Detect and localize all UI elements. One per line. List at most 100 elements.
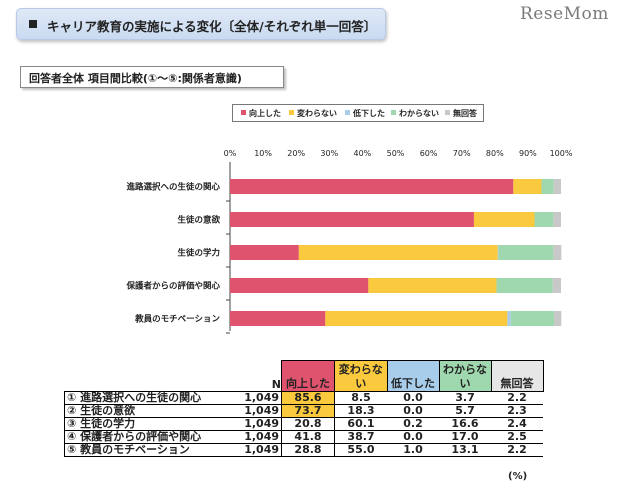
row-value: 8.5 xyxy=(334,391,387,405)
row-n: 1,049 xyxy=(237,430,282,444)
square-bullet-icon xyxy=(29,20,37,28)
row-value: 2.5 xyxy=(491,430,543,444)
site-logo: ReseMom xyxy=(520,4,609,24)
category-label: 進路選択への生徒の関心 xyxy=(126,182,220,193)
legend-swatch-same xyxy=(289,110,294,115)
category-label: 生徒の意欲 xyxy=(177,215,220,226)
table-header-unknown: わからない xyxy=(438,360,492,392)
table-row: ③ 生徒の学力 1,049 20.8 60.1 0.2 16.6 2.4 xyxy=(64,417,543,431)
row-value: 38.7 xyxy=(334,430,387,444)
x-tick-label: 90% xyxy=(519,149,537,158)
legend-item-noanswer: 無回答 xyxy=(445,108,477,119)
row-value: 17.0 xyxy=(439,430,491,444)
x-tick-label: 40% xyxy=(354,149,372,158)
row-label: ② 生徒の意欲 xyxy=(64,404,237,418)
row-n: 1,049 xyxy=(237,404,282,418)
row-value: 0.2 xyxy=(387,417,439,431)
bar-segment-up xyxy=(230,179,514,194)
row-value: 13.1 xyxy=(439,443,491,457)
row-value: 3.7 xyxy=(439,391,491,405)
row-value: 0.0 xyxy=(387,430,439,444)
title-banner: キャリア教育の実施による変化〔全体/それぞれ単一回答〕 xyxy=(16,8,386,40)
table-header-row: N 向上した 変わらない 低下した わからない 無回答 xyxy=(65,360,544,392)
table-header-same: 変わらない xyxy=(334,360,388,392)
legend-item-down: 低下した xyxy=(345,108,385,119)
bar-segment-noanswer xyxy=(553,245,562,260)
x-tick-label: 70% xyxy=(453,149,471,158)
table-header-blank xyxy=(65,361,238,392)
table-row: ⑤ 教員のモチベーション 1,049 28.8 55.0 1.0 13.1 2.2 xyxy=(64,443,543,457)
table-row: ④ 保護者からの評価や関心 1,049 41.8 38.7 0.0 17.0 2.5 xyxy=(64,430,543,444)
bar-segment-noanswer xyxy=(552,278,561,293)
legend-swatch-unknown xyxy=(391,110,396,115)
bar-segment-up xyxy=(230,212,474,227)
row-label: ③ 生徒の学力 xyxy=(64,417,237,431)
row-value: 1.0 xyxy=(387,443,439,457)
x-tick-label: 20% xyxy=(287,149,305,158)
row-value: 2.2 xyxy=(491,391,543,405)
row-value: 0.0 xyxy=(387,391,439,405)
x-tick-label: 30% xyxy=(320,149,338,158)
table-header-noanswer: 無回答 xyxy=(490,360,544,392)
bar-segment-down xyxy=(507,311,511,326)
row-value: 18.3 xyxy=(334,404,387,418)
row-value: 73.7 xyxy=(281,404,335,418)
legend-label-down: 低下した xyxy=(353,109,385,118)
legend-label-unknown: わからない xyxy=(399,109,439,118)
row-label: ⑤ 教員のモチベーション xyxy=(64,443,237,457)
bar-segment-up xyxy=(230,278,369,293)
legend-swatch-up xyxy=(241,110,246,115)
category-label: 保護者からの評価や関心 xyxy=(125,281,220,292)
bar-segment-unknown xyxy=(510,311,555,326)
row-n: 1,049 xyxy=(237,417,282,431)
row-value: 85.6 xyxy=(281,391,335,405)
bar-segment-unknown xyxy=(496,278,553,293)
table-header-down: 低下した xyxy=(386,360,440,392)
row-value: 28.8 xyxy=(281,443,335,457)
unit-label: (%) xyxy=(508,471,528,482)
x-tick-label: 10% xyxy=(254,149,272,158)
row-value: 2.4 xyxy=(491,417,543,431)
subtitle: 回答者全体 項目間比較(①～⑤:関係者意識) xyxy=(29,72,242,85)
bar-segment-up xyxy=(230,311,326,326)
bar-segment-unknown xyxy=(534,212,554,227)
bar-segment-same xyxy=(298,245,498,260)
bar-segment-up xyxy=(230,245,299,260)
row-n: 1,049 xyxy=(237,391,282,405)
legend-swatch-noanswer xyxy=(445,110,450,115)
legend-swatch-down xyxy=(345,110,350,115)
bar-segment-down xyxy=(497,245,499,260)
legend-label-noanswer: 無回答 xyxy=(453,109,477,118)
legend-item-same: 変わらない xyxy=(289,108,337,119)
data-table: N 向上した 変わらない 低下した わからない 無回答 ① 進路選択への生徒の関… xyxy=(64,360,544,457)
subtitle-box: 回答者全体 項目間比較(①～⑤:関係者意識) xyxy=(20,66,284,88)
banner-title: キャリア教育の実施による変化〔全体/それぞれ単一回答〕 xyxy=(47,19,377,34)
row-label: ① 進路選択への生徒の関心 xyxy=(64,391,237,405)
table-row: ① 進路選択への生徒の関心 1,049 85.6 8.5 0.0 3.7 2.2 xyxy=(64,391,543,405)
row-value: 2.2 xyxy=(491,443,543,457)
legend-item-unknown: わからない xyxy=(391,108,439,119)
row-value: 5.7 xyxy=(439,404,491,418)
row-value: 0.0 xyxy=(387,404,439,418)
bar-segment-same xyxy=(325,311,508,326)
row-value: 55.0 xyxy=(334,443,387,457)
bar-segment-unknown xyxy=(541,179,554,194)
legend-item-up: 向上した xyxy=(241,108,281,119)
bar-segment-unknown xyxy=(498,245,554,260)
bar-segment-noanswer xyxy=(553,212,561,227)
stacked-bar-chart: 0% 10% 20% 30% 40% 50% 60% 70% 80% 90% 100% 進路選択への生… xyxy=(125,149,573,334)
bar-segment-same xyxy=(513,179,542,194)
category-label: 教員のモチベーション xyxy=(134,314,220,325)
row-value: 60.1 xyxy=(334,417,387,431)
row-value: 41.8 xyxy=(281,430,335,444)
row-value: 2.3 xyxy=(491,404,543,418)
x-tick-label: 80% xyxy=(486,149,504,158)
table-row: ② 生徒の意欲 1,049 73.7 18.3 0.0 5.7 2.3 xyxy=(64,404,543,418)
bar-segment-noanswer xyxy=(554,311,562,326)
x-tick-label: 100% xyxy=(550,149,573,158)
legend: 向上した 変わらない 低下した わからない 無回答 xyxy=(232,104,484,122)
bar-segment-same xyxy=(368,278,497,293)
x-tick-label: 50% xyxy=(387,149,405,158)
row-label: ④ 保護者からの評価や関心 xyxy=(64,430,237,444)
bar-segment-same xyxy=(473,212,535,227)
